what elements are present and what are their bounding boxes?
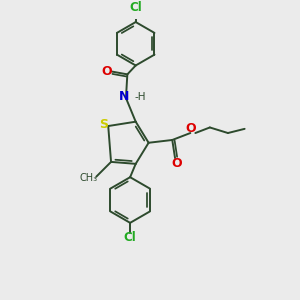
Text: Cl: Cl [124,231,136,244]
Text: O: O [171,157,182,170]
Text: CH₃: CH₃ [80,173,98,183]
Text: O: O [186,122,196,135]
Text: O: O [102,65,112,78]
Text: Cl: Cl [129,1,142,14]
Text: N: N [119,90,130,103]
Text: S: S [99,118,108,131]
Text: -H: -H [135,92,146,102]
